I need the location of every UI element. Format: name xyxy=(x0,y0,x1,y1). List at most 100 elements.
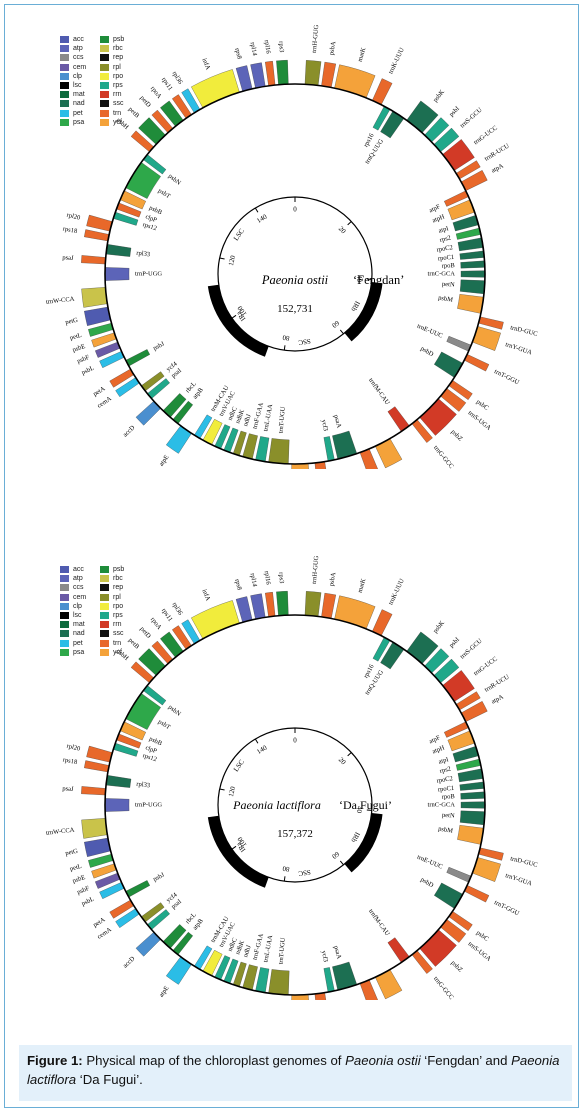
inverted-repeat-arc xyxy=(207,284,269,357)
gene-block-trn xyxy=(84,760,110,773)
species-name: Paeonia ostii xyxy=(261,273,329,287)
legend-item-pet: pet xyxy=(60,109,98,118)
gene-block-nad xyxy=(459,279,486,295)
gene-block-nad xyxy=(459,250,485,260)
gene-label: psaJ xyxy=(62,254,74,262)
legend-item-pet: pet xyxy=(60,639,98,648)
gene-legend-2: acc atp ccs cem clp lsc mat nad pet psa psb rbc rep r… xyxy=(60,565,138,657)
gene-label: cemA xyxy=(96,926,113,941)
gene-label: trnG-GCC xyxy=(432,975,455,1000)
gene-label: psbD xyxy=(419,876,435,889)
gene-label: rps3 xyxy=(277,41,285,53)
legend-swatch xyxy=(100,100,109,108)
legend-swatch xyxy=(60,602,69,610)
legend-swatch xyxy=(60,575,69,583)
legend-swatch xyxy=(60,566,69,573)
scale-tick-label: 20 xyxy=(337,756,348,767)
gene-label: rpl36 xyxy=(171,601,184,617)
gene-label: petA xyxy=(92,916,107,929)
legend-swatch xyxy=(60,63,69,71)
gene-block-rbc xyxy=(81,287,108,308)
legend-swatch xyxy=(100,118,109,126)
legend-item-rbc: rbc xyxy=(100,574,138,583)
gene-label: trnS-UGA xyxy=(467,940,493,963)
legend-item-atp: atp xyxy=(60,44,98,53)
gene-block-nad xyxy=(457,768,484,783)
legend-swatch xyxy=(60,72,69,80)
legend-swatch xyxy=(60,639,69,647)
legend-label: ycf xyxy=(113,648,122,656)
gene-label: rps11 xyxy=(160,607,174,623)
gene-label: ndhK xyxy=(234,939,246,955)
legend-label: rpl xyxy=(113,63,121,71)
legend-label: rps xyxy=(113,81,123,89)
legend-item-psa: psa xyxy=(60,648,98,657)
legend-swatch xyxy=(60,621,69,629)
gene-label: rpoA xyxy=(149,616,163,631)
gene-label: atpF xyxy=(428,734,442,745)
legend-swatch xyxy=(60,118,69,126)
gene-label: trnT-UGU xyxy=(278,406,287,434)
gene-block-trn xyxy=(265,592,276,618)
gene-label: rpl20 xyxy=(66,743,81,753)
legend-label: clp xyxy=(73,602,82,610)
gene-label: trnS-UGA xyxy=(467,409,493,432)
legend-swatch xyxy=(100,575,109,583)
legend-label: mat xyxy=(73,91,85,99)
gene-label: trnY-GUA xyxy=(504,341,533,356)
gene-label: psbE xyxy=(72,343,87,354)
gene-label: atpI xyxy=(438,756,450,766)
gene-label: rps18 xyxy=(62,756,78,766)
gene-label: trnS-GCU xyxy=(459,637,484,660)
gene-block-ycf xyxy=(375,438,403,469)
legend-label: lsc xyxy=(73,81,82,89)
legend-item-rpo: rpo xyxy=(100,72,138,81)
gene-label: trnfM-CAU xyxy=(367,377,391,407)
legend-swatch xyxy=(100,630,109,638)
legend-swatch xyxy=(60,45,69,53)
legend-label: cem xyxy=(73,593,87,601)
legend-swatch xyxy=(60,91,69,99)
gene-label: psbL xyxy=(81,896,96,908)
gene-block-ccs xyxy=(446,866,472,883)
gene-block-trn xyxy=(478,847,504,861)
gene-block-atp xyxy=(104,267,130,281)
legend-item-rep: rep xyxy=(100,53,138,62)
gene-block-trn xyxy=(321,61,337,88)
region-label-irb: IRb xyxy=(349,300,361,313)
gene-label: trnH-GUG xyxy=(311,555,320,584)
legend-swatch xyxy=(100,621,109,629)
gene-label: trnR-UCU xyxy=(483,142,510,162)
legend-item-mat: mat xyxy=(60,90,98,99)
gene-block-rps xyxy=(255,967,270,993)
gene-label: infA xyxy=(200,588,211,602)
legend-item-ycf: ycf xyxy=(100,648,138,657)
gene-block-rps xyxy=(323,967,335,993)
gene-label: psbI xyxy=(448,105,461,118)
legend-swatch xyxy=(60,109,69,117)
scale-tick-label: 0 xyxy=(293,206,297,214)
gene-label: trnD-GUC xyxy=(510,324,539,338)
legend-label: nad xyxy=(73,630,85,638)
gene-block-atp xyxy=(250,593,266,620)
scale-tick-label: 120 xyxy=(227,254,237,266)
legend-label: trn xyxy=(113,109,122,117)
gene-label: clpP xyxy=(144,213,158,224)
gene-label: trnfM-CAU xyxy=(367,908,391,938)
species-name: Paeonia lactiflora xyxy=(232,798,321,812)
gene-label: trnW-CCA xyxy=(46,296,75,306)
gene-label: rpoB xyxy=(442,262,456,270)
cultivar-name: ‘Fengdan’ xyxy=(353,273,404,287)
figure-caption: Figure 1: Physical map of the chloroplas… xyxy=(19,1045,572,1101)
gene-label: psbT xyxy=(157,718,172,731)
gene-block-nad xyxy=(105,244,132,257)
caption-figure-label: Figure 1: xyxy=(27,1053,83,1068)
gene-block-atp xyxy=(104,798,130,812)
gene-label: psbK xyxy=(432,619,446,634)
legend-swatch xyxy=(100,91,109,99)
legend-item-lsc: lsc xyxy=(60,81,98,90)
figure-frame: trnH-GUG psbA matK trnK-UUU rps16 trnQ-UUG psb… xyxy=(4,4,579,1108)
gene-label: atpE xyxy=(158,985,171,999)
gene-label: rpoA xyxy=(149,85,163,100)
legend-label: rpl xyxy=(113,593,121,601)
